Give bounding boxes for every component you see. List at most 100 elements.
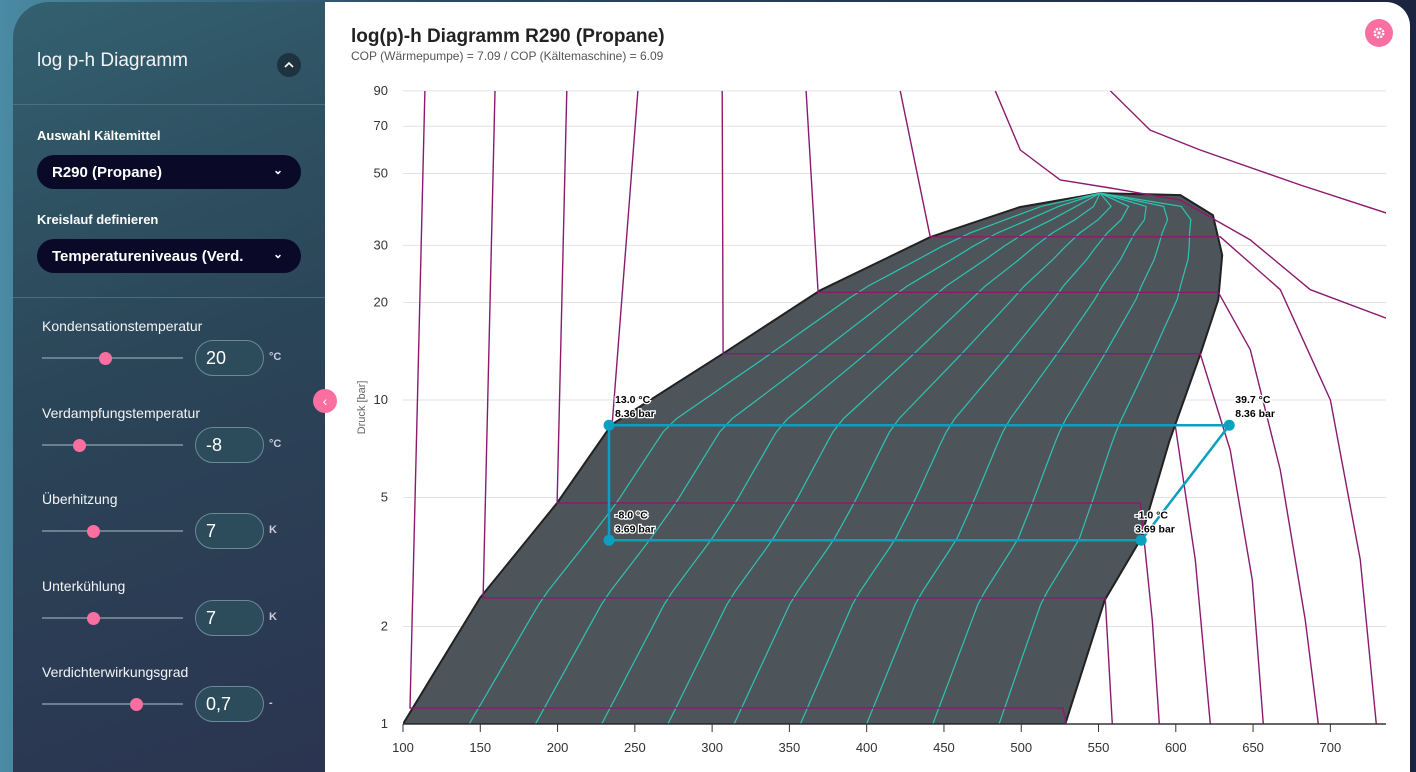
- param-label: Überhitzung: [42, 491, 118, 507]
- cycle-label: Kreislauf definieren: [37, 212, 159, 227]
- param-unit: °C: [269, 437, 282, 450]
- y-tick-label: 2: [381, 618, 388, 633]
- sidebar: log p-h Diagramm Auswahl Kältemittel R29…: [13, 2, 325, 772]
- cycle-point-pressure: 8.36 bar: [1235, 408, 1275, 420]
- y-tick-label: 5: [381, 490, 388, 505]
- divider: [13, 297, 325, 298]
- chevron-down-icon: ⌄: [272, 247, 283, 261]
- param-label: Unterkühlung: [42, 577, 126, 594]
- quality-line: [468, 192, 1101, 724]
- param-label: Verdichterwirkungsgrad: [42, 664, 189, 680]
- param-group: Verdampfungstemperatur -8 °C: [42, 405, 302, 485]
- quality-line: [667, 192, 1101, 724]
- param-label: Verdampfungstemperatur: [42, 404, 200, 421]
- y-tick-label: 10: [374, 392, 388, 407]
- x-tick-label: 250: [624, 740, 646, 755]
- slider-thumb[interactable]: [130, 698, 144, 711]
- log-ph-chart: 1 2 5 10 20 30 50 70 90 100 150 200 250 300 350 400 450 5…: [356, 83, 1386, 755]
- cycle-point: [1223, 419, 1235, 431]
- x-tick-label: 350: [779, 740, 801, 755]
- param-slider[interactable]: [42, 611, 183, 625]
- param-label: Kondensationstemperatur: [42, 318, 203, 334]
- x-tick-label: 700: [1320, 740, 1342, 755]
- param-group: Überhitzung 7 K: [42, 491, 302, 571]
- quality-line: [733, 192, 1112, 724]
- cycle-point-pressure: 3.69 bar: [615, 523, 655, 535]
- x-tick-label: 650: [1242, 740, 1264, 755]
- quality-line: [998, 192, 1192, 724]
- param-slider[interactable]: [42, 438, 183, 452]
- collapse-panel-button[interactable]: [277, 53, 301, 77]
- slider-thumb[interactable]: [99, 352, 113, 365]
- param-unit: -: [269, 697, 273, 709]
- param-unit: °C: [269, 351, 282, 363]
- y-tick-label: 20: [374, 294, 388, 309]
- isotherm-line: [482, 90, 1113, 724]
- param-unit: K: [269, 610, 277, 623]
- two-phase-dome: [403, 192, 1224, 724]
- x-tick-label: 400: [856, 740, 878, 755]
- param-group: Unterkühlung 7 K: [42, 578, 302, 658]
- quality-line: [534, 192, 1101, 724]
- param-slider[interactable]: [42, 525, 183, 538]
- y-axis-label: Druck [bar]: [356, 381, 368, 435]
- cycle-point: [603, 534, 615, 546]
- param-slider[interactable]: [42, 698, 183, 711]
- quality-line: [601, 192, 1101, 724]
- x-tick-label: 150: [469, 740, 491, 755]
- cycle-select[interactable]: Temperatureniveaus (Verd. ⌄: [37, 239, 301, 273]
- chevron-up-icon: [284, 61, 294, 68]
- page-title: log(p)-h Diagramm R290 (Propane): [351, 26, 665, 47]
- isotherm-line: [805, 90, 1319, 724]
- slider-thumb[interactable]: [86, 611, 100, 625]
- isotherm-line: [721, 90, 1264, 724]
- param-input[interactable]: -8: [195, 426, 264, 463]
- gear-icon: [1373, 27, 1385, 39]
- y-tick-label: 50: [374, 166, 388, 181]
- x-tick-label: 500: [1010, 740, 1032, 755]
- cycle-point-pressure: 8.36 bar: [615, 408, 655, 420]
- chevron-left-icon: ‹: [322, 393, 328, 409]
- isotherm-line: [899, 90, 1377, 724]
- x-tick-label: 200: [547, 740, 569, 755]
- y-tick-label: 1: [381, 716, 388, 731]
- settings-button[interactable]: [1365, 19, 1393, 47]
- x-tick-label: 550: [1088, 740, 1110, 755]
- sidebar-title: log p-h Diagramm: [37, 50, 188, 71]
- y-tick-label: 90: [374, 83, 388, 98]
- cop-subtitle: COP (Wärmepumpe) = 7.09 / COP (Kältemasc…: [351, 49, 664, 63]
- quality-line: [866, 192, 1147, 724]
- param-input[interactable]: 7: [195, 599, 264, 636]
- slider-thumb[interactable]: [86, 525, 100, 538]
- cycle-value: Temperatureniveaus (Verd.: [52, 247, 244, 265]
- refrigerant-value: R290 (Propane): [52, 163, 163, 181]
- slider-thumb[interactable]: [72, 438, 86, 452]
- x-tick-label: 450: [933, 740, 955, 755]
- cycle-point-temp: 39.7 °C: [1235, 394, 1271, 406]
- refrigerant-select[interactable]: R290 (Propane) ⌄: [37, 155, 301, 189]
- cycle-point-temp: 13.0 °C: [615, 394, 651, 406]
- quality-line: [799, 192, 1130, 724]
- x-tick-label: 100: [392, 740, 414, 755]
- y-tick-label: 30: [374, 237, 388, 252]
- toggle-sidebar-button[interactable]: ‹: [313, 389, 337, 413]
- param-group: Verdichterwirkungsgrad 0,7 -: [42, 664, 302, 744]
- param-slider[interactable]: [42, 352, 183, 365]
- refrigerant-label: Auswahl Kältemittel: [37, 128, 161, 143]
- divider: [13, 104, 325, 105]
- param-input[interactable]: 0,7: [195, 686, 264, 722]
- quality-line: [932, 192, 1169, 724]
- cycle-point: [1135, 534, 1147, 546]
- x-tick-label: 600: [1165, 740, 1187, 755]
- cycle-point: [603, 419, 615, 431]
- cycle-point-pressure: 3.69 bar: [1135, 523, 1175, 535]
- param-group: Kondensationstemperatur 20 °C: [42, 318, 302, 398]
- chevron-down-icon: ⌄: [272, 163, 283, 177]
- cycle-point-temp: -1.0 °C: [1135, 509, 1168, 521]
- param-input[interactable]: 7: [195, 513, 264, 549]
- y-tick-label: 70: [374, 118, 388, 133]
- cycle-point-temp: -8.0 °C: [615, 509, 648, 521]
- param-unit: K: [269, 524, 277, 536]
- param-input[interactable]: 20: [195, 340, 264, 376]
- plot-area: [403, 90, 1386, 724]
